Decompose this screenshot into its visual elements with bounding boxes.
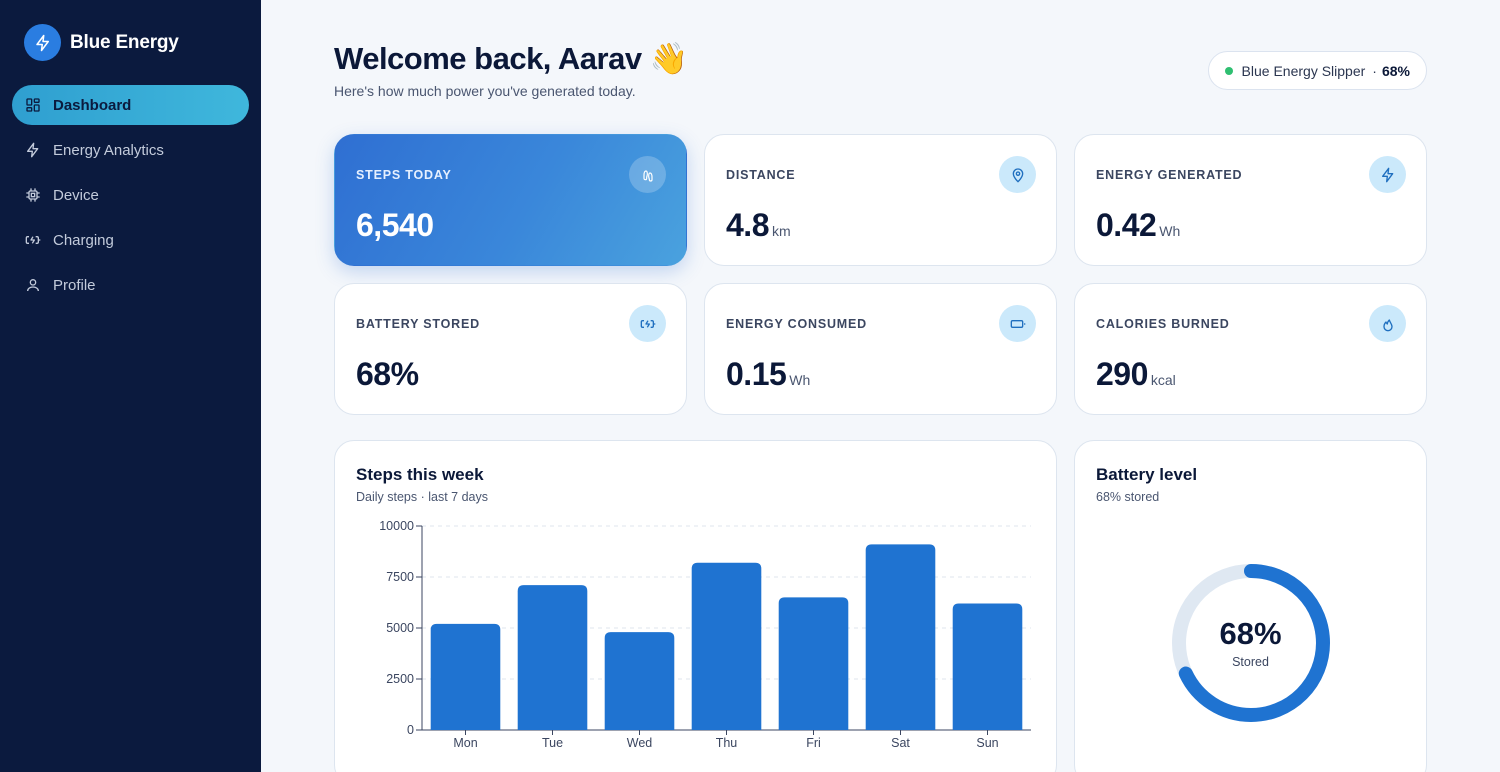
panel-title: Steps this week xyxy=(356,465,484,484)
panel-title: Battery level xyxy=(1096,465,1198,484)
bolt-icon xyxy=(25,142,41,158)
x-tick-label: Thu xyxy=(716,736,738,750)
stat-label: DISTANCE xyxy=(726,168,796,182)
stat-value: 0.42 Wh xyxy=(1096,207,1180,244)
sidebar-item-profile[interactable]: Profile xyxy=(12,265,249,305)
stat-card-steps: STEPS TODAY 6,540 xyxy=(334,134,687,266)
dashboard-icon xyxy=(25,97,41,113)
sidebar-item-label: Device xyxy=(53,186,99,204)
bolt-icon xyxy=(1369,156,1406,193)
page-subtitle: Here's how much power you've generated t… xyxy=(334,83,636,99)
stat-value: 4.8 km xyxy=(726,207,791,244)
bar-fri[interactable] xyxy=(778,597,849,730)
status-dot xyxy=(1224,66,1233,75)
stat-label: STEPS TODAY xyxy=(356,168,452,182)
device-status-pill[interactable]: Blue Energy Slipper · 68% xyxy=(1207,51,1427,90)
stat-card-calories: CALORIES BURNED 290 kcal xyxy=(1074,283,1427,415)
battery-charging-icon xyxy=(25,232,41,248)
flame-icon xyxy=(1369,305,1406,342)
x-tick-label: Fri xyxy=(806,736,821,750)
y-tick-label: 5000 xyxy=(386,621,414,635)
page-title: Welcome back, Aarav 👋 xyxy=(334,41,688,76)
bar-tue[interactable] xyxy=(517,585,588,730)
stat-card-battery-stored: BATTERY STORED 68% xyxy=(334,283,687,415)
stat-card-energy-generated: ENERGY GENERATED 0.42 Wh xyxy=(1074,134,1427,266)
stat-number: 290 xyxy=(1096,356,1148,392)
bar-sat[interactable] xyxy=(865,544,936,730)
sidebar-item-label: Energy Analytics xyxy=(53,141,164,159)
bar-mon[interactable] xyxy=(430,623,501,730)
bar-wed[interactable] xyxy=(604,632,675,730)
bar-sun[interactable] xyxy=(952,603,1023,730)
stat-value: 290 kcal xyxy=(1096,356,1176,393)
x-tick-label: Wed xyxy=(627,736,653,750)
panel-subtitle: Daily steps · last 7 days xyxy=(356,490,488,504)
stat-label: ENERGY CONSUMED xyxy=(726,317,867,331)
battery-level-panel: Battery level 68% stored 68% Stored xyxy=(1074,440,1427,772)
battery-ring-label: Stored xyxy=(1232,655,1269,669)
device-battery: 68% xyxy=(1381,62,1410,79)
stat-label: BATTERY STORED xyxy=(356,317,480,331)
sidebar-item-device[interactable]: Device xyxy=(12,175,249,215)
battery-charging-icon xyxy=(629,305,666,342)
stat-unit: Wh xyxy=(789,372,811,388)
stat-unit: km xyxy=(771,223,791,239)
stat-value: 68% xyxy=(356,356,419,393)
stat-number: 0.15 xyxy=(726,356,787,392)
main-content: Welcome back, Aarav 👋 Here's how much po… xyxy=(261,0,1500,772)
separator: · xyxy=(1372,62,1377,79)
stat-card-energy-consumed: ENERGY CONSUMED 0.15 Wh xyxy=(704,283,1057,415)
bolt-icon xyxy=(24,24,61,61)
y-tick-label: 0 xyxy=(407,723,414,737)
battery-ring-value: 68% xyxy=(1219,616,1282,651)
user-icon xyxy=(25,277,41,293)
x-tick-label: Mon xyxy=(453,736,477,750)
y-tick-label: 10000 xyxy=(379,519,414,533)
y-tick-label: 7500 xyxy=(386,570,414,584)
battery-ring-progress xyxy=(1172,564,1330,722)
stat-number: 0.42 xyxy=(1096,207,1157,243)
stat-label: CALORIES BURNED xyxy=(1096,317,1230,331)
stat-card-distance: DISTANCE 4.8 km xyxy=(704,134,1057,266)
battery-icon xyxy=(999,305,1036,342)
x-tick-label: Sun xyxy=(976,736,998,750)
stat-label: ENERGY GENERATED xyxy=(1096,168,1243,182)
sidebar-item-label: Charging xyxy=(53,231,114,249)
stat-number: 68% xyxy=(356,356,419,392)
sidebar: Blue Energy Dashboard Energy Analytics D… xyxy=(0,0,261,772)
stat-value: 0.15 Wh xyxy=(726,356,810,393)
steps-bar-chart: 0 2500 5000 7500 10000 Mon Tue Wed Thu Fri Sat Sun xyxy=(379,519,1031,750)
stat-number: 6,540 xyxy=(356,207,434,243)
battery-ring xyxy=(1172,564,1330,722)
footprints-icon xyxy=(629,156,666,193)
stat-unit: kcal xyxy=(1150,372,1176,388)
bar-thu[interactable] xyxy=(691,562,762,730)
brand[interactable]: Blue Energy xyxy=(24,24,179,61)
panel-subtitle: 68% stored xyxy=(1096,490,1160,504)
stat-unit: Wh xyxy=(1159,223,1181,239)
stat-value: 6,540 xyxy=(356,207,434,244)
sidebar-item-label: Profile xyxy=(53,276,96,294)
sidebar-item-label: Dashboard xyxy=(53,96,132,114)
chip-icon xyxy=(25,187,41,203)
brand-name: Blue Energy xyxy=(70,31,179,53)
stat-number: 4.8 xyxy=(726,207,769,243)
sidebar-nav: Dashboard Energy Analytics Device Chargi… xyxy=(12,85,249,310)
steps-chart-panel: Steps this week Daily steps · last 7 day… xyxy=(334,440,1057,772)
y-tick-label: 2500 xyxy=(386,672,414,686)
device-name: Blue Energy Slipper xyxy=(1241,62,1366,79)
sidebar-item-energy-analytics[interactable]: Energy Analytics xyxy=(12,130,249,170)
x-tick-label: Sat xyxy=(891,736,910,750)
sidebar-item-dashboard[interactable]: Dashboard xyxy=(12,85,249,125)
map-pin-icon xyxy=(999,156,1036,193)
sidebar-item-charging[interactable]: Charging xyxy=(12,220,249,260)
x-tick-label: Tue xyxy=(542,736,563,750)
